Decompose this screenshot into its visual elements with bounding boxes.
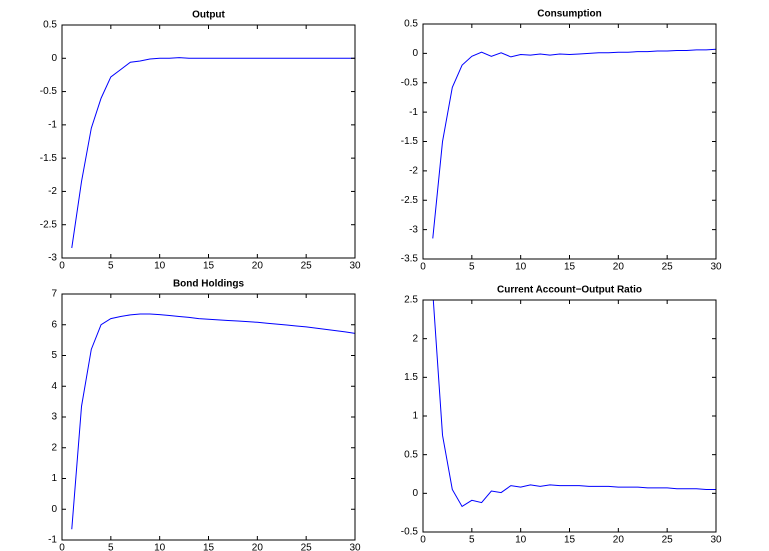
x-tick-label: 30 [710, 535, 722, 546]
y-tick-label: -2 [409, 166, 418, 177]
y-tick-label: 5 [51, 350, 57, 361]
chart-title: Current Account−Output Ratio [497, 285, 642, 296]
y-tick-label: -1.5 [40, 153, 58, 164]
y-tick-label: 0 [412, 488, 418, 499]
y-tick-label: -3 [48, 253, 57, 264]
chart-title: Output [192, 10, 225, 21]
y-tick-label: -1.5 [401, 136, 419, 147]
y-tick-label: -2 [48, 186, 57, 197]
y-tick-label: 2 [51, 442, 57, 453]
x-tick-label: 10 [154, 261, 166, 272]
x-tick-label: 10 [515, 262, 527, 273]
y-tick-label: -2.5 [401, 195, 419, 206]
x-tick-label: 25 [301, 543, 313, 551]
chart-title: Bond Holdings [173, 279, 245, 290]
x-tick-label: 30 [710, 262, 722, 273]
chart-title: Consumption [537, 9, 601, 20]
x-tick-label: 5 [469, 262, 475, 273]
x-tick-label: 0 [420, 262, 426, 273]
y-tick-label: 0 [51, 53, 57, 64]
y-tick-label: -3 [409, 224, 418, 235]
y-tick-label: 0.5 [404, 19, 418, 30]
data-line [71, 313, 355, 530]
x-tick-label: 25 [662, 535, 674, 546]
y-tick-label: 7 [51, 289, 57, 300]
x-tick-label: 15 [203, 261, 215, 272]
y-tick-label: -0.5 [401, 77, 419, 88]
x-tick-label: 0 [420, 535, 426, 546]
axes-frame [61, 24, 356, 259]
x-tick-label: 0 [59, 543, 65, 551]
y-tick-label: 6 [51, 319, 57, 330]
x-tick-label: 20 [252, 261, 264, 272]
x-tick-label: 0 [59, 261, 65, 272]
y-tick-label: -2.5 [40, 219, 58, 230]
y-tick-label: 2 [412, 333, 418, 344]
y-tick-label: -1 [409, 107, 418, 118]
x-tick-label: 20 [252, 543, 264, 551]
y-tick-label: -0.5 [401, 527, 419, 538]
y-tick-label: 0 [412, 48, 418, 59]
axes-frame [422, 299, 717, 533]
y-tick-label: 2.5 [404, 295, 418, 306]
data-line [432, 48, 716, 239]
data-line [71, 57, 355, 249]
x-tick-label: 25 [301, 261, 313, 272]
x-tick-label: 25 [662, 262, 674, 273]
y-tick-label: 0 [51, 504, 57, 515]
y-tick-label: -1 [48, 535, 57, 546]
x-tick-label: 10 [154, 543, 166, 551]
y-tick-label: -0.5 [40, 86, 58, 97]
y-tick-label: 4 [51, 381, 57, 392]
x-tick-label: 5 [108, 261, 114, 272]
y-tick-label: 0.5 [404, 449, 418, 460]
x-tick-label: 30 [349, 543, 361, 551]
x-tick-label: 10 [515, 535, 527, 546]
x-tick-label: 30 [349, 261, 361, 272]
x-tick-label: 15 [564, 262, 576, 273]
y-tick-label: 1.5 [404, 372, 418, 383]
y-tick-label: 3 [51, 412, 57, 423]
y-tick-label: 1 [412, 411, 418, 422]
y-tick-label: -3.5 [401, 254, 419, 265]
y-tick-label: 1 [51, 473, 57, 484]
y-tick-label: 0.5 [43, 20, 57, 31]
x-tick-label: 15 [203, 543, 215, 551]
data-line [432, 300, 716, 508]
x-tick-label: 20 [613, 535, 625, 546]
x-tick-label: 20 [613, 262, 625, 273]
x-tick-label: 15 [564, 535, 576, 546]
x-tick-label: 5 [108, 543, 114, 551]
x-tick-label: 5 [469, 535, 475, 546]
axes-frame [61, 293, 356, 541]
axes-frame [422, 23, 717, 260]
y-tick-label: -1 [48, 119, 57, 130]
